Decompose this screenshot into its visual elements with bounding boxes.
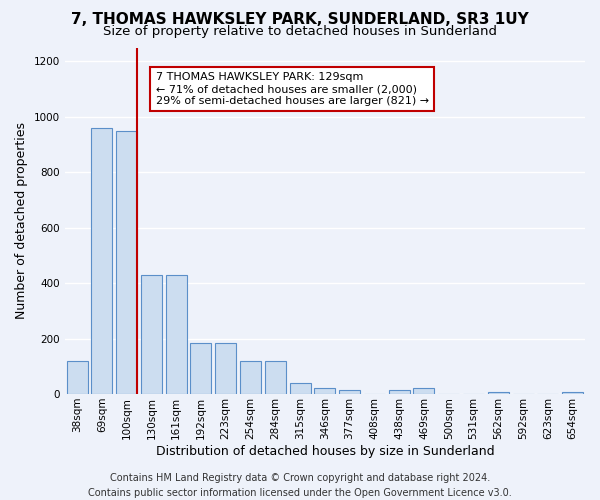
Bar	[166, 275, 187, 394]
Bar	[265, 361, 286, 394]
Bar	[314, 388, 335, 394]
Bar	[91, 128, 112, 394]
Bar	[488, 392, 509, 394]
X-axis label: Distribution of detached houses by size in Sunderland: Distribution of detached houses by size …	[155, 444, 494, 458]
Bar	[562, 392, 583, 394]
Text: 7 THOMAS HAWKSLEY PARK: 129sqm
← 71% of detached houses are smaller (2,000)
29% : 7 THOMAS HAWKSLEY PARK: 129sqm ← 71% of …	[156, 72, 429, 106]
Y-axis label: Number of detached properties: Number of detached properties	[15, 122, 28, 320]
Bar	[290, 383, 311, 394]
Text: Contains HM Land Registry data © Crown copyright and database right 2024.
Contai: Contains HM Land Registry data © Crown c…	[88, 472, 512, 498]
Text: Size of property relative to detached houses in Sunderland: Size of property relative to detached ho…	[103, 25, 497, 38]
Bar	[190, 343, 211, 394]
Bar	[141, 275, 162, 394]
Bar	[215, 343, 236, 394]
Bar	[339, 390, 360, 394]
Bar	[116, 130, 137, 394]
Bar	[413, 388, 434, 394]
Bar	[389, 390, 410, 394]
Bar	[240, 361, 261, 394]
Bar	[67, 361, 88, 394]
Text: 7, THOMAS HAWKSLEY PARK, SUNDERLAND, SR3 1UY: 7, THOMAS HAWKSLEY PARK, SUNDERLAND, SR3…	[71, 12, 529, 28]
